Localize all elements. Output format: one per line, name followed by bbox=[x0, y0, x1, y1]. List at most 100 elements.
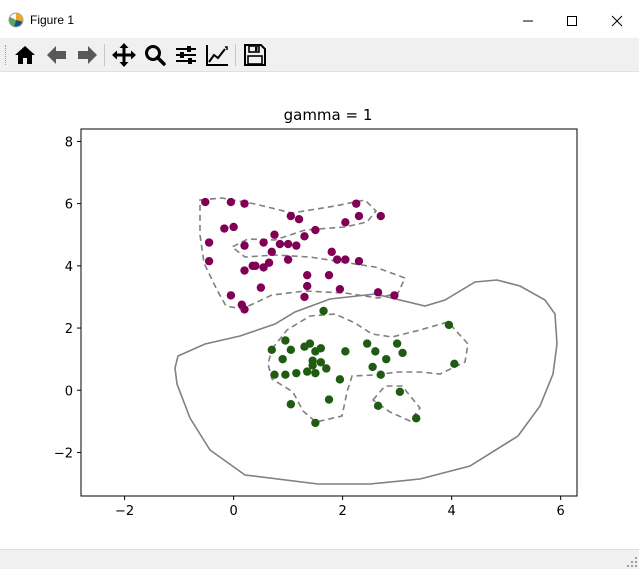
data-point bbox=[302, 281, 312, 291]
toolbar-grip bbox=[5, 45, 8, 65]
data-point bbox=[226, 197, 236, 207]
edit-axis-button[interactable] bbox=[204, 42, 230, 68]
data-point bbox=[327, 247, 336, 257]
data-point bbox=[316, 358, 326, 367]
data-point bbox=[201, 197, 210, 207]
close-icon bbox=[611, 15, 623, 27]
data-point bbox=[332, 255, 342, 264]
minimize-icon bbox=[523, 20, 533, 22]
y-tick-label: 0 bbox=[65, 384, 73, 399]
configure-subplots-button[interactable] bbox=[173, 42, 199, 68]
y-tick-label: 6 bbox=[65, 198, 73, 213]
data-point bbox=[292, 368, 301, 378]
contour-lines bbox=[174, 197, 558, 485]
maximize-button[interactable] bbox=[549, 6, 595, 36]
data-point bbox=[281, 370, 290, 379]
dashed-margin-upper bbox=[199, 197, 407, 310]
data-point bbox=[335, 284, 345, 294]
solid-decision-boundary bbox=[174, 279, 558, 485]
data-point bbox=[286, 211, 296, 221]
data-point bbox=[398, 348, 407, 358]
magnifier-icon bbox=[145, 45, 166, 66]
save-button[interactable] bbox=[242, 42, 268, 68]
navigation-toolbar bbox=[0, 38, 639, 72]
arrow-left-icon bbox=[47, 46, 66, 64]
minimize-button[interactable] bbox=[505, 6, 551, 36]
y-tick-label: 4 bbox=[65, 260, 73, 275]
data-point bbox=[300, 232, 309, 241]
data-point bbox=[371, 347, 380, 356]
matplotlib-figure-icon bbox=[8, 12, 24, 28]
line-chart-icon bbox=[206, 45, 228, 66]
data-point bbox=[286, 400, 296, 409]
data-point bbox=[324, 395, 334, 404]
dashed-margin-island bbox=[371, 385, 422, 422]
data-point bbox=[283, 255, 293, 264]
figure-canvas[interactable]: gamma = 1 −2 0 2 4 6 −2 0 2 4 6 8 bbox=[0, 72, 639, 548]
data-point bbox=[335, 375, 345, 384]
data-point bbox=[275, 239, 285, 249]
chart-title: gamma = 1 bbox=[284, 106, 373, 124]
data-point bbox=[311, 418, 320, 428]
data-point bbox=[248, 261, 257, 271]
data-point bbox=[308, 361, 317, 370]
data-point bbox=[283, 239, 293, 249]
data-point bbox=[341, 218, 350, 227]
home-button[interactable] bbox=[12, 42, 38, 68]
sliders-icon bbox=[176, 46, 196, 64]
data-point bbox=[267, 345, 276, 355]
data-point bbox=[204, 256, 214, 266]
maximize-icon bbox=[567, 16, 577, 26]
data-point bbox=[412, 414, 421, 423]
dashed-margin-lower bbox=[267, 313, 469, 423]
window-title-bar: Figure 1 bbox=[0, 0, 639, 39]
data-point bbox=[259, 238, 268, 247]
y-tick-label: 2 bbox=[65, 322, 73, 337]
data-point bbox=[311, 368, 320, 378]
window-title: Figure 1 bbox=[30, 13, 75, 27]
data-point bbox=[300, 292, 309, 302]
x-tick-label: −2 bbox=[115, 504, 134, 519]
data-point bbox=[376, 211, 385, 221]
data-point bbox=[220, 224, 229, 233]
data-point bbox=[390, 291, 399, 300]
data-point bbox=[267, 247, 276, 257]
data-point bbox=[240, 266, 249, 275]
data-point bbox=[226, 291, 236, 300]
data-point bbox=[311, 225, 320, 235]
data-point bbox=[281, 336, 290, 345]
floppy-disk-icon bbox=[244, 44, 266, 66]
pan-button[interactable] bbox=[111, 42, 137, 68]
zoom-button[interactable] bbox=[142, 42, 168, 68]
data-point bbox=[324, 270, 334, 280]
axes-frame bbox=[80, 128, 578, 497]
data-point bbox=[382, 354, 391, 364]
data-point bbox=[319, 306, 328, 316]
data-point bbox=[302, 367, 312, 376]
status-bar bbox=[0, 549, 639, 569]
back-button[interactable] bbox=[44, 42, 70, 68]
data-point bbox=[450, 359, 459, 369]
arrow-right-icon bbox=[78, 46, 97, 64]
resize-grip-icon[interactable] bbox=[627, 557, 637, 567]
data-point bbox=[341, 255, 350, 264]
data-point bbox=[392, 339, 402, 348]
data-point bbox=[294, 214, 304, 224]
data-point bbox=[352, 199, 361, 208]
x-tick-label: 4 bbox=[447, 504, 455, 519]
data-point bbox=[373, 288, 383, 297]
close-button[interactable] bbox=[594, 6, 639, 36]
data-point bbox=[204, 238, 214, 247]
forward-button[interactable] bbox=[74, 42, 100, 68]
data-point bbox=[316, 344, 326, 353]
scatter-points bbox=[201, 197, 459, 428]
data-point bbox=[256, 283, 266, 292]
y-tick-label: −2 bbox=[54, 446, 73, 461]
data-point bbox=[240, 305, 249, 314]
data-point bbox=[354, 211, 364, 221]
toolbar-separator bbox=[235, 44, 236, 66]
data-point bbox=[305, 339, 315, 348]
x-axis-ticks: −2 0 2 4 6 bbox=[115, 496, 565, 519]
data-point bbox=[368, 362, 377, 372]
move-icon bbox=[112, 43, 136, 67]
